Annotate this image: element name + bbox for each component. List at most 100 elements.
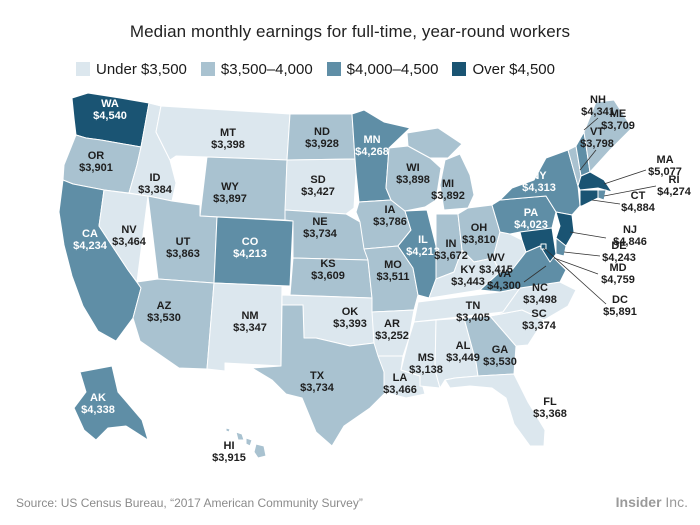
state-abbr: KY bbox=[460, 264, 476, 276]
state-value: $3,138 bbox=[409, 364, 443, 376]
state-abbr: AZ bbox=[156, 300, 172, 312]
state-label-wi: WI $3,898 bbox=[396, 162, 430, 186]
state-az bbox=[132, 278, 215, 370]
state-value: $3,915 bbox=[212, 452, 246, 464]
leader-line-dc bbox=[543, 247, 607, 305]
state-label-md: MD $4,759 bbox=[601, 262, 635, 286]
state-value: $3,863 bbox=[166, 248, 200, 260]
state-label-nv: NV $3,464 bbox=[112, 224, 146, 248]
legend-item-over-4500: Over $4,500 bbox=[452, 61, 555, 78]
state-value: $3,786 bbox=[373, 216, 407, 228]
state-abbr: RI bbox=[668, 174, 680, 186]
state-value: $3,384 bbox=[138, 184, 172, 196]
state-value: $3,464 bbox=[112, 236, 146, 248]
state-label-me: ME $3,709 bbox=[601, 108, 635, 132]
state-abbr: NE bbox=[312, 216, 328, 228]
state-label-in: IN $3,672 bbox=[434, 238, 468, 262]
state-label-al: AL $3,449 bbox=[446, 340, 480, 364]
state-label-ca: CA $4,234 bbox=[73, 228, 107, 252]
legend-label: $3,500–4,000 bbox=[220, 60, 313, 78]
state-abbr: SD bbox=[310, 174, 326, 186]
state-abbr: ID bbox=[149, 172, 161, 184]
map-title: Median monthly earnings for full-time, y… bbox=[129, 22, 571, 41]
state-value: $4,300 bbox=[487, 280, 521, 292]
state-label-ia: IA $3,786 bbox=[373, 204, 407, 228]
state-value: $4,313 bbox=[522, 182, 556, 194]
state-label-nd: ND $3,928 bbox=[305, 126, 339, 150]
state-abbr: GA bbox=[491, 344, 509, 356]
state-abbr: VT bbox=[589, 126, 605, 138]
state-abbr: IL bbox=[418, 234, 428, 246]
state-md bbox=[519, 227, 557, 263]
state-abbr: AL bbox=[455, 340, 471, 352]
state-label-il: IL $4,213 bbox=[406, 234, 440, 258]
state-label-ct: CT $4,884 bbox=[621, 190, 655, 214]
state-value: $3,427 bbox=[301, 186, 335, 198]
state-value: $4,268 bbox=[355, 146, 389, 158]
state-label-wa: WA $4,540 bbox=[93, 98, 127, 122]
state-abbr: NH bbox=[590, 94, 606, 106]
state-value: $3,466 bbox=[383, 384, 417, 396]
state-label-sd: SD $3,427 bbox=[301, 174, 335, 198]
state-ri bbox=[597, 189, 607, 201]
leader-line-de bbox=[563, 251, 601, 257]
state-abbr: NJ bbox=[622, 224, 638, 236]
state-label-oh: OH $3,810 bbox=[462, 222, 496, 246]
state-value: $3,798 bbox=[580, 138, 614, 150]
state-abbr: DE bbox=[611, 240, 627, 252]
state-abbr: MA bbox=[656, 154, 674, 166]
legend-item-3500-4000: $3,500–4,000 bbox=[200, 60, 313, 78]
state-label-ak: AK $4,338 bbox=[81, 392, 115, 416]
state-value: $4,540 bbox=[93, 110, 127, 122]
state-value: $3,709 bbox=[601, 120, 635, 132]
state-label-wv: WV $3,415 bbox=[479, 252, 513, 276]
legend-item-under-3500: Under $3,500 bbox=[76, 61, 187, 78]
state-abbr: PA bbox=[523, 207, 539, 219]
state-label-sc: SC $3,374 bbox=[522, 308, 556, 332]
source-note: Source: US Census Bureau, “2017 American… bbox=[16, 496, 363, 510]
state-label-tn: TN $3,405 bbox=[456, 300, 490, 324]
state-label-ky: KY $3,443 bbox=[451, 264, 485, 288]
state-abbr: NC bbox=[532, 282, 548, 294]
state-label-ks: KS $3,609 bbox=[311, 258, 345, 282]
state-hi bbox=[225, 427, 267, 459]
legend-label: Under $3,500 bbox=[96, 60, 187, 78]
leader-line-va bbox=[523, 265, 547, 283]
state-label-dc: DC $5,891 bbox=[603, 294, 637, 318]
state-value: $3,901 bbox=[79, 162, 113, 174]
state-value: $3,368 bbox=[533, 408, 567, 420]
state-nm bbox=[206, 282, 283, 372]
state-abbr: HI bbox=[223, 440, 235, 452]
legend-swatch bbox=[452, 62, 467, 76]
state-value: $3,449 bbox=[446, 352, 480, 364]
state-abbr: OR bbox=[87, 150, 105, 162]
state-value: $3,734 bbox=[303, 228, 337, 240]
state-va bbox=[479, 245, 567, 293]
state-label-ut: UT $3,863 bbox=[166, 236, 200, 260]
state-abbr: WI bbox=[406, 162, 420, 174]
state-value: $3,498 bbox=[523, 294, 557, 306]
state-de bbox=[555, 237, 567, 257]
state-il bbox=[397, 209, 437, 299]
state-abbr: ME bbox=[609, 108, 627, 120]
state-value: $3,530 bbox=[147, 312, 181, 324]
state-value: $4,023 bbox=[514, 219, 548, 231]
state-abbr: CA bbox=[82, 228, 98, 240]
state-label-ma: MA $5,077 bbox=[648, 154, 682, 178]
leader-line-ct bbox=[591, 199, 621, 205]
state-abbr: NM bbox=[241, 310, 259, 322]
state-value: $5,077 bbox=[648, 166, 682, 178]
state-abbr: IA bbox=[384, 204, 396, 216]
state-value: $3,398 bbox=[211, 139, 245, 151]
legend-label: Over $4,500 bbox=[472, 60, 555, 78]
state-label-ga: GA $3,530 bbox=[483, 344, 517, 368]
state-label-mo: MO $3,511 bbox=[376, 259, 409, 283]
state-value: $3,347 bbox=[233, 322, 267, 334]
state-abbr: LA bbox=[392, 372, 408, 384]
state-label-de: DE $4,243 bbox=[602, 240, 636, 264]
footer: Source: US Census Bureau, “2017 American… bbox=[16, 494, 688, 514]
state-label-ri: RI $4,274 bbox=[657, 174, 691, 198]
state-label-nh: NH $4,341 bbox=[581, 94, 615, 118]
state-label-nj: NJ $4,846 bbox=[613, 224, 647, 248]
